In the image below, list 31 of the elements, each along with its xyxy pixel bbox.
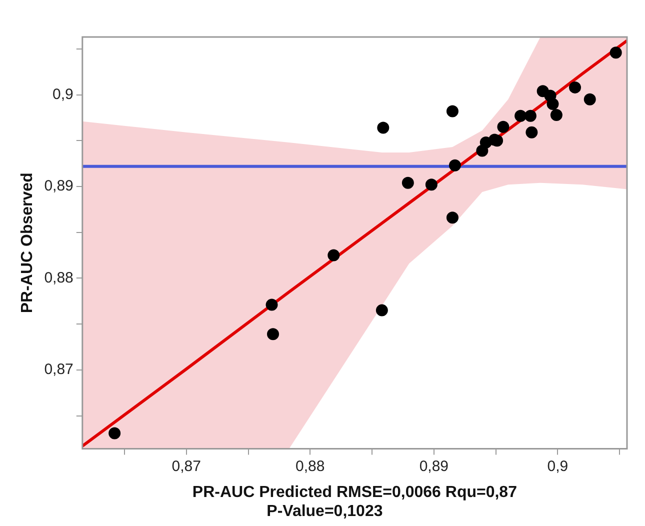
point <box>569 81 582 94</box>
point <box>446 105 458 118</box>
point <box>550 108 562 121</box>
point <box>497 120 510 133</box>
x-tick-label: 0,87 <box>172 458 201 475</box>
point <box>524 110 536 122</box>
point <box>266 298 278 311</box>
x-tick-label: 0,88 <box>296 458 325 475</box>
point <box>584 93 596 106</box>
point <box>526 126 538 138</box>
point <box>267 328 280 340</box>
point <box>376 304 388 316</box>
x-axis-title: PR-AUC Predicted RMSE=0,0066 Rqu=0,87 <box>192 484 518 501</box>
point <box>546 98 559 110</box>
y-tick-label: 0,87 <box>44 361 74 378</box>
point <box>328 249 340 262</box>
y-axis-title: PR-AUC Observed <box>19 172 36 314</box>
text: P-Value=0,1023 <box>266 503 383 520</box>
point <box>610 46 622 59</box>
y-tick-label: 0,89 <box>44 178 74 195</box>
point <box>446 212 458 224</box>
point <box>402 176 414 189</box>
y-tick-label: 0,9 <box>52 86 74 103</box>
point <box>514 110 527 122</box>
point <box>448 159 461 172</box>
x-tick-label: 0,89 <box>419 458 449 475</box>
x-tick-label: 0,9 <box>547 458 568 475</box>
point <box>377 122 390 134</box>
point <box>108 427 121 440</box>
y-tick-label: 0,88 <box>44 269 74 286</box>
point <box>425 178 438 191</box>
